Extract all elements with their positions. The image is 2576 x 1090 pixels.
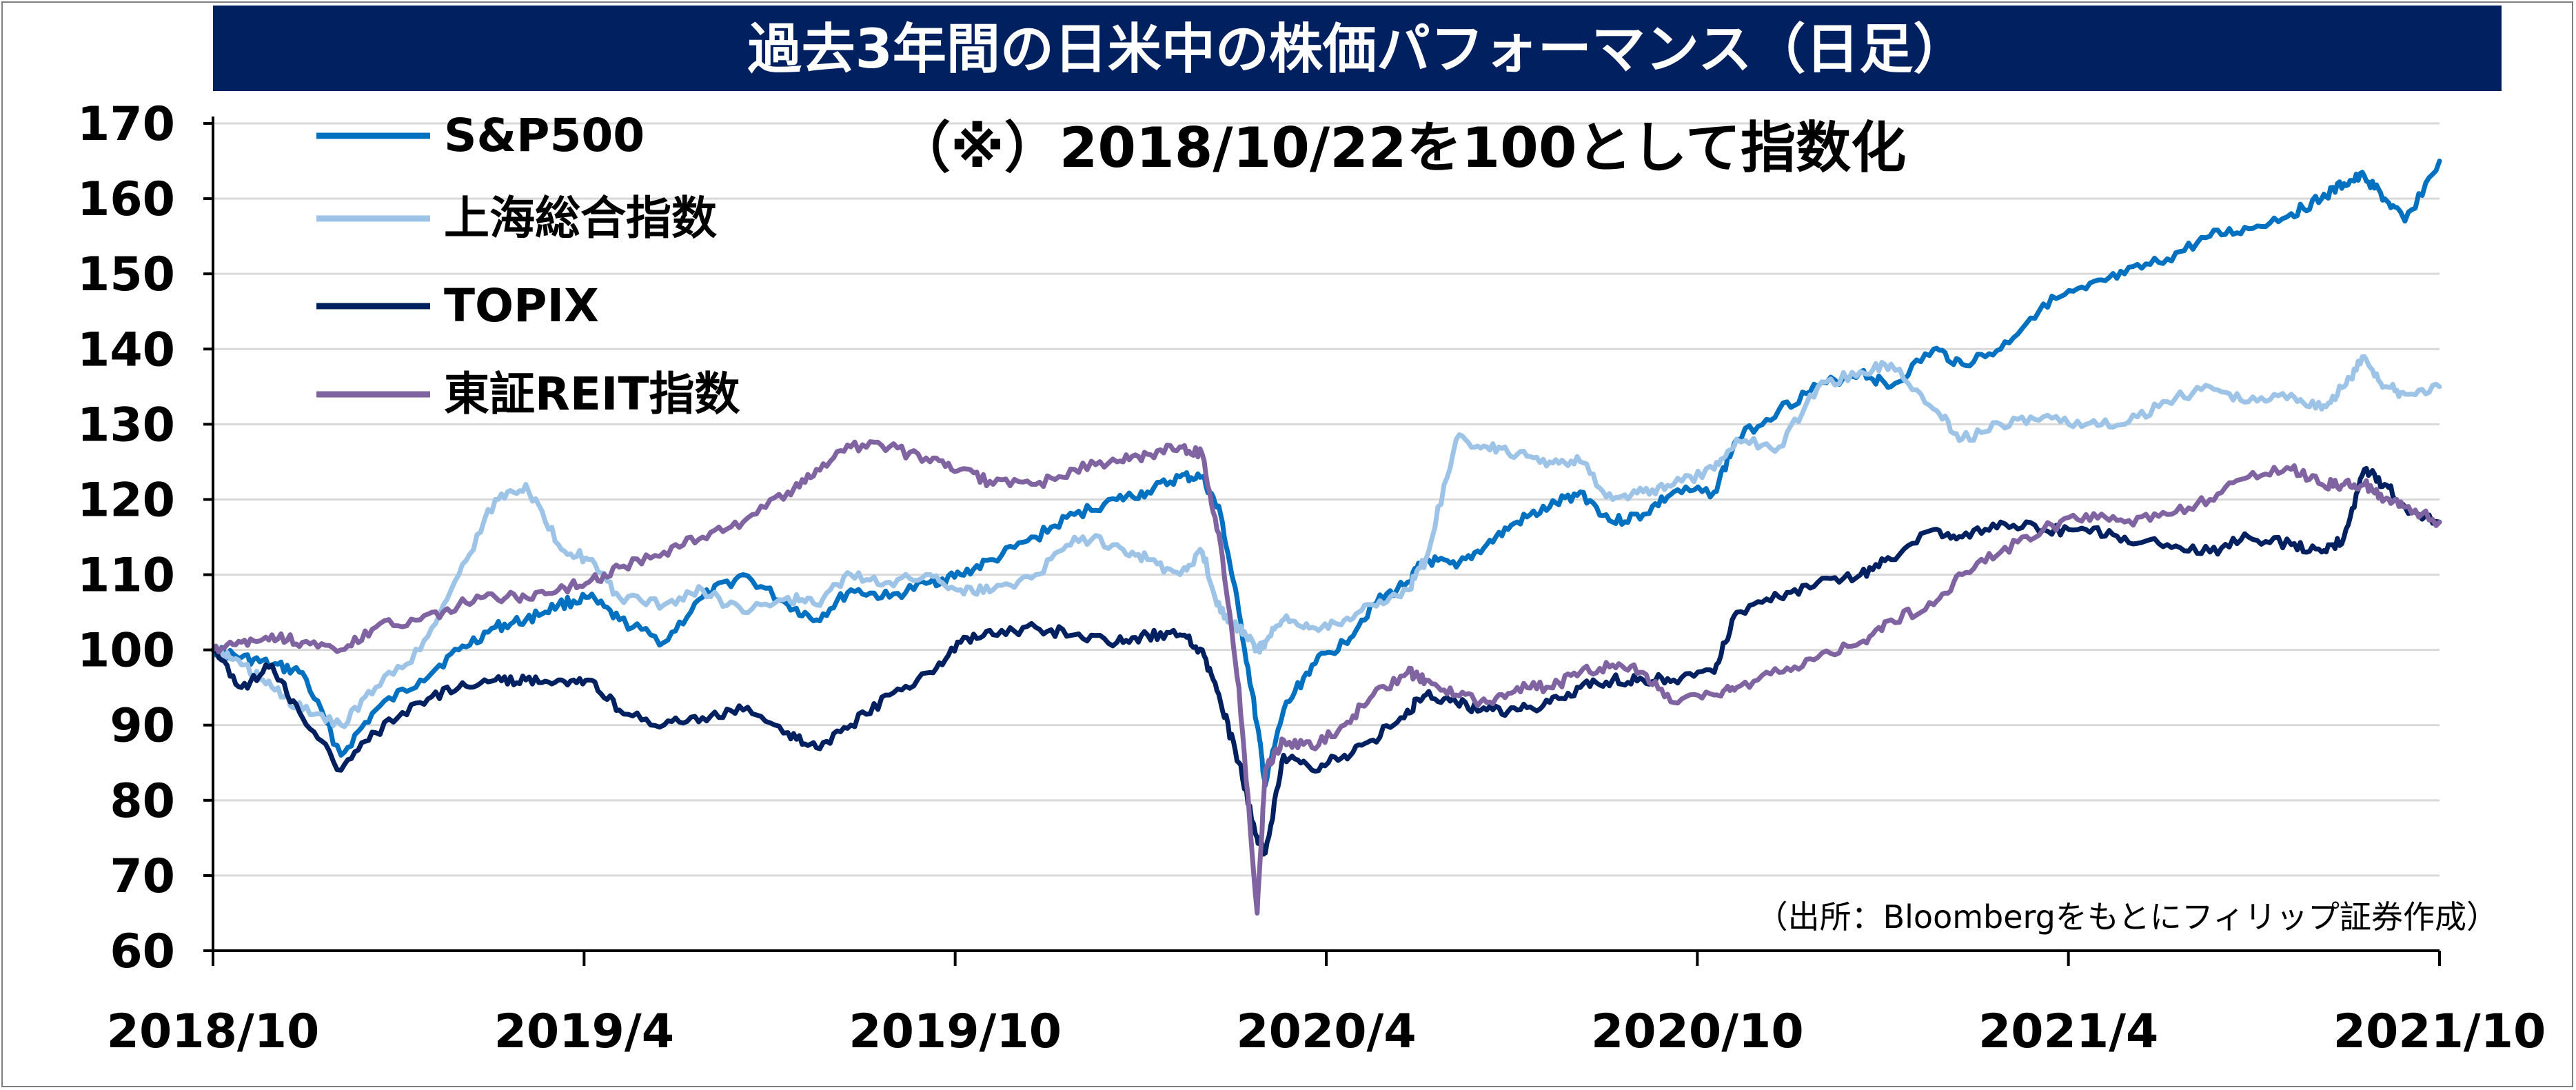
- x-tick-label: 2019/4: [494, 1005, 674, 1059]
- legend-label: TOPIX: [444, 279, 599, 332]
- legend-label: 上海総合指数: [444, 192, 717, 245]
- y-tick-label: 170: [77, 97, 175, 152]
- y-tick-label: 140: [77, 323, 175, 377]
- series-line: [210, 439, 2442, 916]
- series-line: [210, 354, 2442, 729]
- y-tick-label: 90: [110, 699, 175, 754]
- gridlines: [213, 122, 2440, 877]
- legend: S&P500 上海総合指数 TOPIX 東証REIT指数: [316, 109, 740, 421]
- y-tick-label: 160: [77, 172, 175, 227]
- line-chart: 過去3年間の日米中の株価パフォーマンス（日足） 60 70 80 90 100 110 12…: [77, 6, 2546, 1059]
- title-bar: [213, 6, 2502, 91]
- chart-title: 過去3年間の日米中の株価パフォーマンス（日足）: [748, 19, 1967, 81]
- y-tick-label: 130: [77, 398, 175, 452]
- x-tick-label: 2021/4: [1978, 1005, 2158, 1059]
- source-note: （出所：Bloombergをもとにフィリップ証券作成）: [1756, 898, 2498, 936]
- x-tick-label: 2019/10: [849, 1005, 1062, 1059]
- series-line: [210, 465, 2442, 857]
- x-tick-label: 2020/10: [1591, 1005, 1804, 1059]
- y-tick-label: 60: [110, 925, 175, 979]
- series-line: [210, 159, 2442, 788]
- y-tick-label: 100: [77, 624, 175, 678]
- y-tick-label: 70: [110, 849, 175, 904]
- x-tick-label: 2020/4: [1236, 1005, 1416, 1059]
- series-lines: [210, 159, 2442, 916]
- index-annotation: （※）2018/10/22を100として指数化: [895, 116, 1906, 180]
- legend-label: S&P500: [444, 109, 645, 162]
- y-tick-label: 120: [77, 473, 175, 527]
- y-tick-label: 80: [110, 774, 175, 829]
- y-tick-label: 110: [77, 549, 175, 603]
- x-tick-label: 2018/10: [107, 1005, 320, 1059]
- axes: 60 70 80 90 100 110 120 130 140 150 160 170 2018/10 2…: [77, 97, 2546, 1059]
- x-tick-label: 2021/10: [2333, 1005, 2546, 1059]
- legend-label: 東証REIT指数: [444, 367, 740, 421]
- y-tick-label: 150: [77, 248, 175, 302]
